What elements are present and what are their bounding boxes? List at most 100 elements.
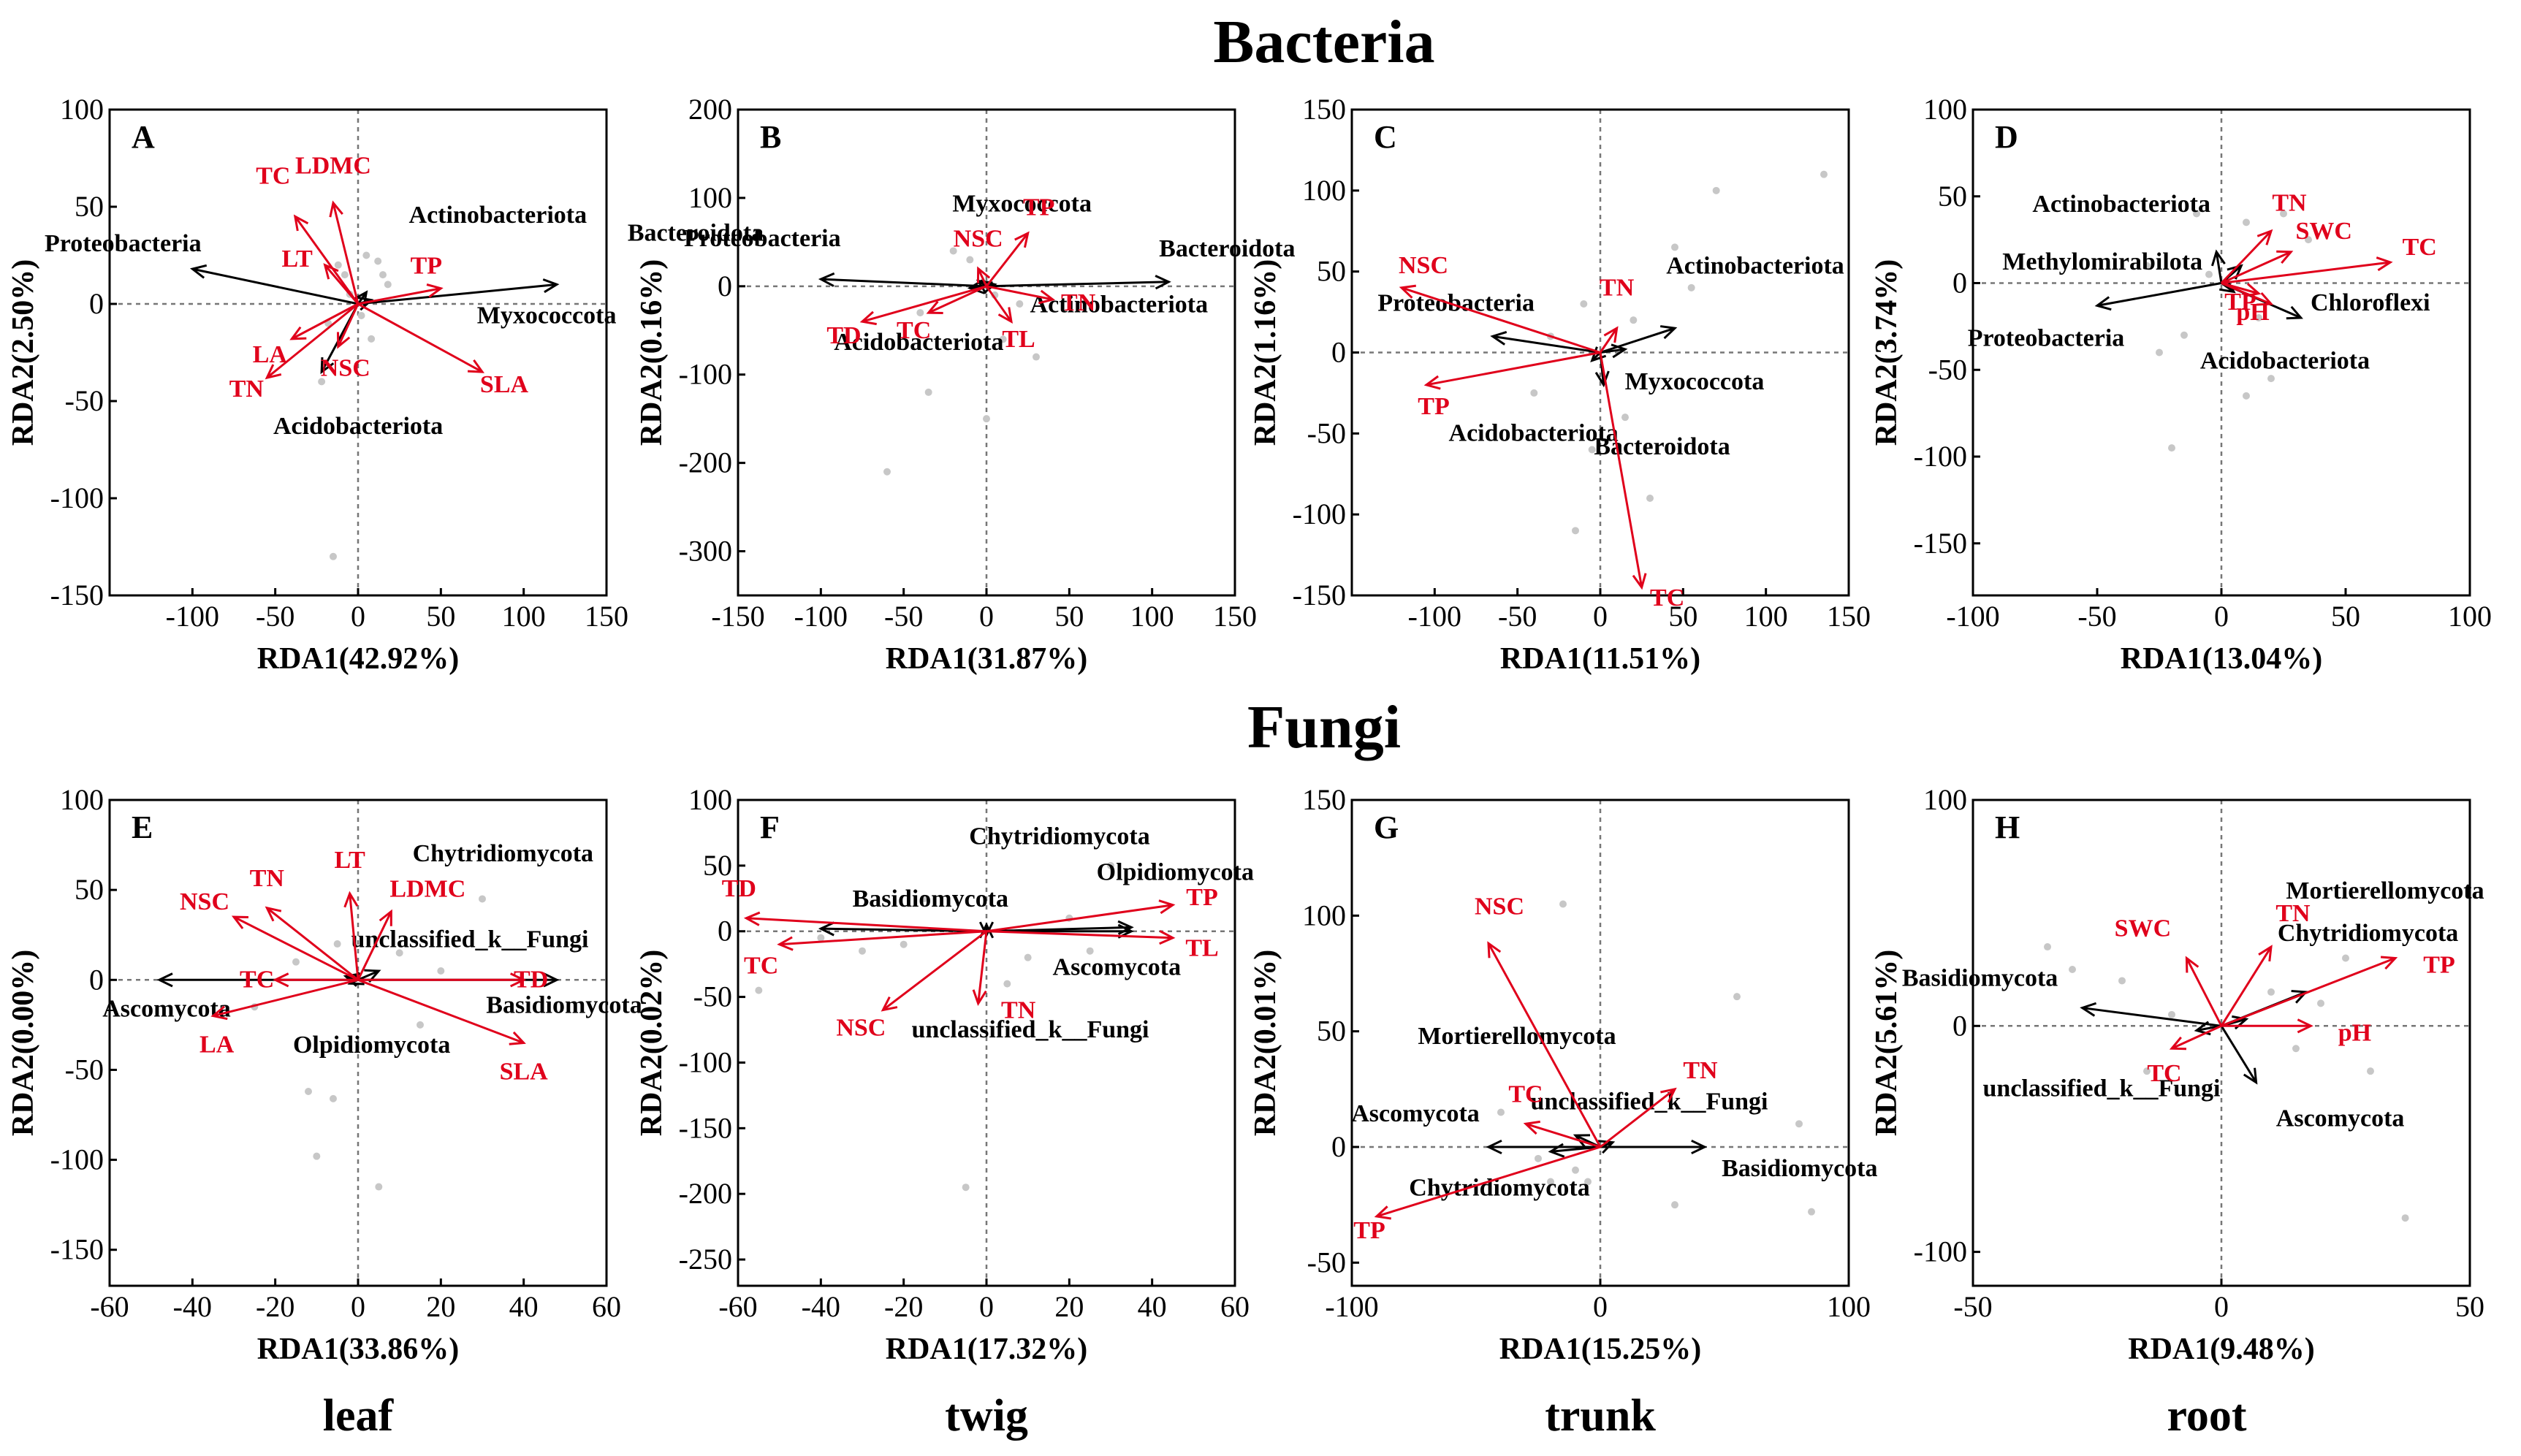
- factor-arrow: [343, 891, 360, 980]
- factor-label: TC: [744, 953, 778, 980]
- factor-arrow-shaft: [1525, 1122, 1601, 1148]
- taxon-arrow-shaft: [357, 969, 379, 981]
- factor-arrow-shaft: [2186, 957, 2223, 1026]
- factor-label: SWC: [2295, 218, 2351, 245]
- sample-point: [2305, 236, 2312, 244]
- x-tick-label: 20: [426, 1290, 455, 1323]
- taxon-arrow-shaft: [2082, 1007, 2222, 1027]
- x-tick-label: 100: [1744, 600, 1788, 633]
- taxon-label: Proteobacteria: [45, 230, 202, 257]
- factor-arrow-head: [2258, 945, 2273, 962]
- sample-point: [2044, 943, 2051, 951]
- factor-arrow: [1487, 941, 1602, 1148]
- factor-label: TN: [1600, 274, 1635, 301]
- taxon-arrow: [2094, 282, 2222, 311]
- sample-point: [983, 415, 990, 423]
- taxon-label: Ascomycota: [2276, 1105, 2405, 1132]
- x-tick-label: -20: [884, 1290, 923, 1323]
- x-tick-label: -60: [90, 1290, 129, 1323]
- factor-arrow: [357, 909, 392, 980]
- taxon-arrow-head: [1594, 370, 1610, 388]
- taxon-label: Ascomycota: [102, 995, 231, 1022]
- y-tick-label: -300: [679, 535, 732, 568]
- y-tick-label: 100: [60, 93, 104, 126]
- factor-label: TN: [1061, 289, 1096, 316]
- y-tick-label: 100: [1302, 899, 1346, 931]
- y-axis-title: RDA2(0.02%): [635, 950, 669, 1136]
- y-tick-label: -50: [65, 1053, 104, 1086]
- factor-arrow-shaft: [1599, 327, 1618, 354]
- factor-arrow-head: [467, 359, 485, 373]
- x-tick-label: 150: [585, 600, 628, 633]
- taxon-arrow-shaft: [357, 283, 558, 305]
- factor-arrow-shaft: [332, 202, 360, 305]
- sample-point: [1687, 283, 1695, 291]
- factor-label: LT: [282, 245, 313, 272]
- sample-point: [2168, 444, 2175, 452]
- factor-arrow-head: [231, 915, 249, 929]
- x-tick-label: -50: [256, 600, 294, 633]
- y-tick-label: 150: [1302, 783, 1346, 816]
- column-label-root: root: [2167, 1391, 2246, 1441]
- factor-arrow-shaft: [928, 285, 987, 314]
- sample-point: [374, 257, 382, 265]
- taxon-arrow-head: [1611, 343, 1628, 359]
- factor-arrow: [986, 899, 1176, 933]
- y-axis-title: RDA2(2.50%): [7, 259, 40, 446]
- factor-arrow-shaft: [986, 285, 1053, 301]
- factor-arrow-shaft: [357, 911, 392, 980]
- taxon-label: Proteobacteria: [1377, 289, 1535, 316]
- taxon-arrow: [986, 275, 1171, 290]
- taxon-arrow-shaft: [2220, 1025, 2257, 1083]
- factor-arrow: [972, 931, 988, 1007]
- factor-arrow-shaft: [1599, 352, 1643, 588]
- sample-point: [357, 311, 365, 319]
- factor-label: SWC: [2115, 915, 2171, 942]
- taxon-label: Acidobacteriota: [834, 329, 1003, 356]
- y-tick-label: -200: [679, 1177, 732, 1210]
- taxon-arrow-head: [1573, 1134, 1591, 1148]
- y-axis-title: RDA2(0.00%): [7, 950, 40, 1136]
- sample-point: [1572, 1166, 1579, 1174]
- factor-arrow-head: [859, 310, 877, 326]
- x-tick-label: 40: [1138, 1290, 1167, 1323]
- factor-arrow-shaft: [1401, 286, 1601, 354]
- factor-arrow-head: [379, 909, 392, 926]
- factor-arrow-head: [329, 200, 343, 218]
- taxon-label: Olpidiomycota: [293, 1032, 450, 1059]
- x-tick-label: 60: [592, 1290, 621, 1323]
- y-tick-label: -150: [50, 1233, 104, 1266]
- x-tick-label: -40: [802, 1290, 840, 1323]
- y-tick-label: 50: [75, 873, 104, 906]
- factor-arrow-head: [743, 911, 761, 926]
- sample-point: [2267, 375, 2275, 383]
- y-tick-label: -250: [679, 1243, 732, 1276]
- factor-label: TN: [1683, 1057, 1718, 1084]
- factor-arrow: [2221, 956, 2398, 1027]
- factor-arrow: [357, 978, 526, 1045]
- factor-arrow: [777, 930, 987, 951]
- factor-arrow-shaft: [294, 216, 360, 305]
- factor-arrow: [337, 303, 360, 349]
- taxon-label: Actinobacteriota: [1666, 252, 1844, 279]
- y-tick-label: -50: [693, 980, 732, 1013]
- taxon-arrow: [357, 969, 381, 983]
- factor-arrow-head: [1374, 1205, 1392, 1220]
- factor-label: TP: [1023, 194, 1054, 221]
- factor-label: TN: [1001, 997, 1036, 1024]
- sample-point: [1584, 1178, 1592, 1186]
- factor-arrow-head: [337, 332, 351, 349]
- y-axis-title: RDA2(0.01%): [1249, 950, 1282, 1136]
- x-tick-label: 150: [1827, 600, 1871, 633]
- factor-arrow-shaft: [985, 285, 1013, 323]
- x-tick-label: 60: [1220, 1290, 1250, 1323]
- sample-point: [924, 388, 932, 396]
- sample-point: [817, 934, 825, 942]
- x-tick-label: 100: [1130, 600, 1174, 633]
- taxon-arrow-head: [1659, 325, 1678, 340]
- taxon-arrow-head: [364, 969, 381, 983]
- x-tick-label: 50: [1668, 600, 1697, 633]
- sample-point: [2143, 262, 2151, 270]
- sample-point: [2401, 1214, 2409, 1222]
- taxon-arrow-head: [347, 972, 365, 986]
